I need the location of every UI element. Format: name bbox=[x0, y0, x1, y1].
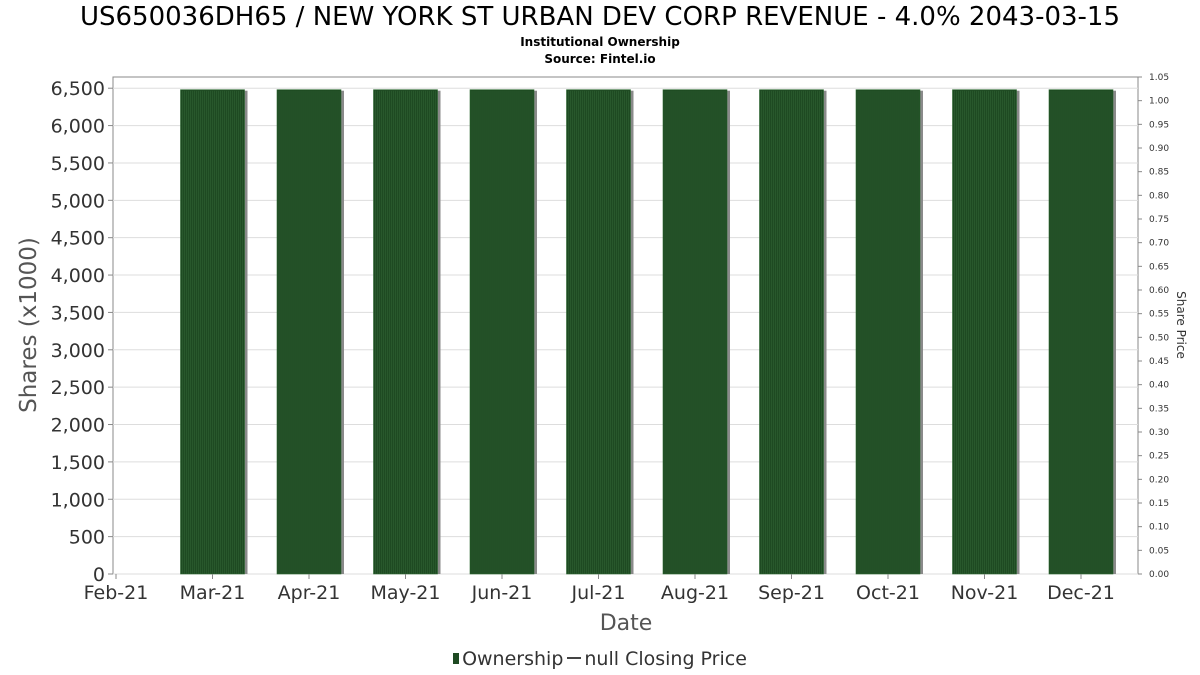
x-tick-label: Oct-21 bbox=[856, 582, 920, 604]
y-tick-label: 0 bbox=[93, 564, 105, 586]
y-tick-label: 6,000 bbox=[51, 116, 105, 138]
chart-subtitle: Institutional Ownership bbox=[520, 35, 680, 49]
y2-tick-label: 0.80 bbox=[1149, 191, 1169, 201]
ownership-legend-swatch bbox=[453, 653, 460, 664]
x-axis-label: Date bbox=[600, 611, 653, 636]
price-legend-label: null Closing Price bbox=[584, 648, 747, 670]
chart-source: Source: Fintel.io bbox=[544, 52, 656, 66]
x-tick-label: May-21 bbox=[371, 582, 441, 604]
y-tick-label: 2,000 bbox=[51, 415, 105, 437]
y2-tick-label: 0.70 bbox=[1149, 239, 1169, 249]
y2-tick-label: 0.00 bbox=[1149, 570, 1169, 580]
x-axis-ticks: Feb-21 Mar-21 Apr-21 May-21 Jun-21 Jul-21 Aug-… bbox=[84, 574, 1115, 604]
x-tick-label: Dec-21 bbox=[1047, 582, 1115, 604]
x-tick-label: Feb-21 bbox=[84, 582, 149, 604]
y-tick-label: 3,500 bbox=[51, 302, 105, 324]
y2-axis-label: Share Price bbox=[1174, 291, 1188, 359]
y2-tick-label: 0.10 bbox=[1149, 523, 1169, 533]
y2-tick-label: 0.35 bbox=[1149, 404, 1169, 414]
y2-tick-label: 0.75 bbox=[1149, 215, 1169, 225]
x-tick-label: Nov-21 bbox=[951, 582, 1019, 604]
y2-tick-label: 0.45 bbox=[1149, 357, 1169, 367]
y-tick-label: 6,500 bbox=[51, 78, 105, 100]
y-tick-label: 5,000 bbox=[51, 190, 105, 212]
y-tick-label: 4,000 bbox=[51, 265, 105, 287]
y2-tick-label: 0.90 bbox=[1149, 144, 1169, 154]
y2-tick-label: 0.85 bbox=[1149, 168, 1169, 178]
x-tick-label: Jul-21 bbox=[571, 582, 626, 604]
y2-tick-label: 0.15 bbox=[1149, 499, 1169, 509]
ownership-legend-label: Ownership bbox=[462, 648, 564, 670]
price-legend-swatch bbox=[567, 657, 582, 659]
y2-tick-label: 0.40 bbox=[1149, 381, 1169, 391]
x-tick-label: Mar-21 bbox=[180, 582, 246, 604]
chart-title: US650036DH65 / NEW YORK ST URBAN DEV COR… bbox=[79, 2, 1121, 32]
y-axis-ticks: 0 500 1,000 1,500 2,000 2,500 3,000 3,500 4,000 4… bbox=[51, 78, 113, 586]
y2-tick-label: 0.60 bbox=[1149, 286, 1169, 296]
y2-tick-label: 0.95 bbox=[1149, 120, 1169, 130]
y2-tick-label: 0.50 bbox=[1149, 333, 1169, 343]
y-tick-label: 1,000 bbox=[51, 489, 105, 511]
y-tick-label: 4,500 bbox=[51, 228, 105, 250]
y2-tick-label: 0.30 bbox=[1149, 428, 1169, 438]
ownership-chart: 0 500 1,000 1,500 2,000 2,500 3,000 3,500 4,000 4… bbox=[16, 73, 1188, 636]
y-tick-label: 2,500 bbox=[51, 377, 105, 399]
y2-tick-label: 0.20 bbox=[1149, 475, 1169, 485]
x-tick-label: Aug-21 bbox=[661, 582, 729, 604]
y-tick-label: 3,000 bbox=[51, 340, 105, 362]
x-tick-label: Apr-21 bbox=[278, 582, 341, 604]
y2-tick-label: 0.55 bbox=[1149, 310, 1169, 320]
bars bbox=[180, 89, 1116, 575]
y2-tick-label: 0.05 bbox=[1149, 546, 1169, 556]
y-axis-label: Shares (x1000) bbox=[16, 237, 42, 413]
y2-tick-label: 0.65 bbox=[1149, 262, 1169, 272]
x-tick-label: Sep-21 bbox=[758, 582, 825, 604]
y-tick-label: 500 bbox=[69, 527, 105, 549]
y-tick-label: 1,500 bbox=[51, 452, 105, 474]
y-tick-label: 5,500 bbox=[51, 153, 105, 175]
legend: Ownership null Closing Price bbox=[0, 648, 1200, 670]
y2-tick-label: 1.00 bbox=[1149, 97, 1169, 107]
y2-tick-label: 1.05 bbox=[1149, 73, 1169, 83]
y2-tick-label: 0.25 bbox=[1149, 452, 1169, 462]
y2-axis-ticks: 0.00 0.05 0.10 0.15 0.20 0.25 0.30 0.35 0.40 0.45… bbox=[1138, 73, 1169, 580]
x-tick-label: Jun-21 bbox=[471, 582, 533, 604]
